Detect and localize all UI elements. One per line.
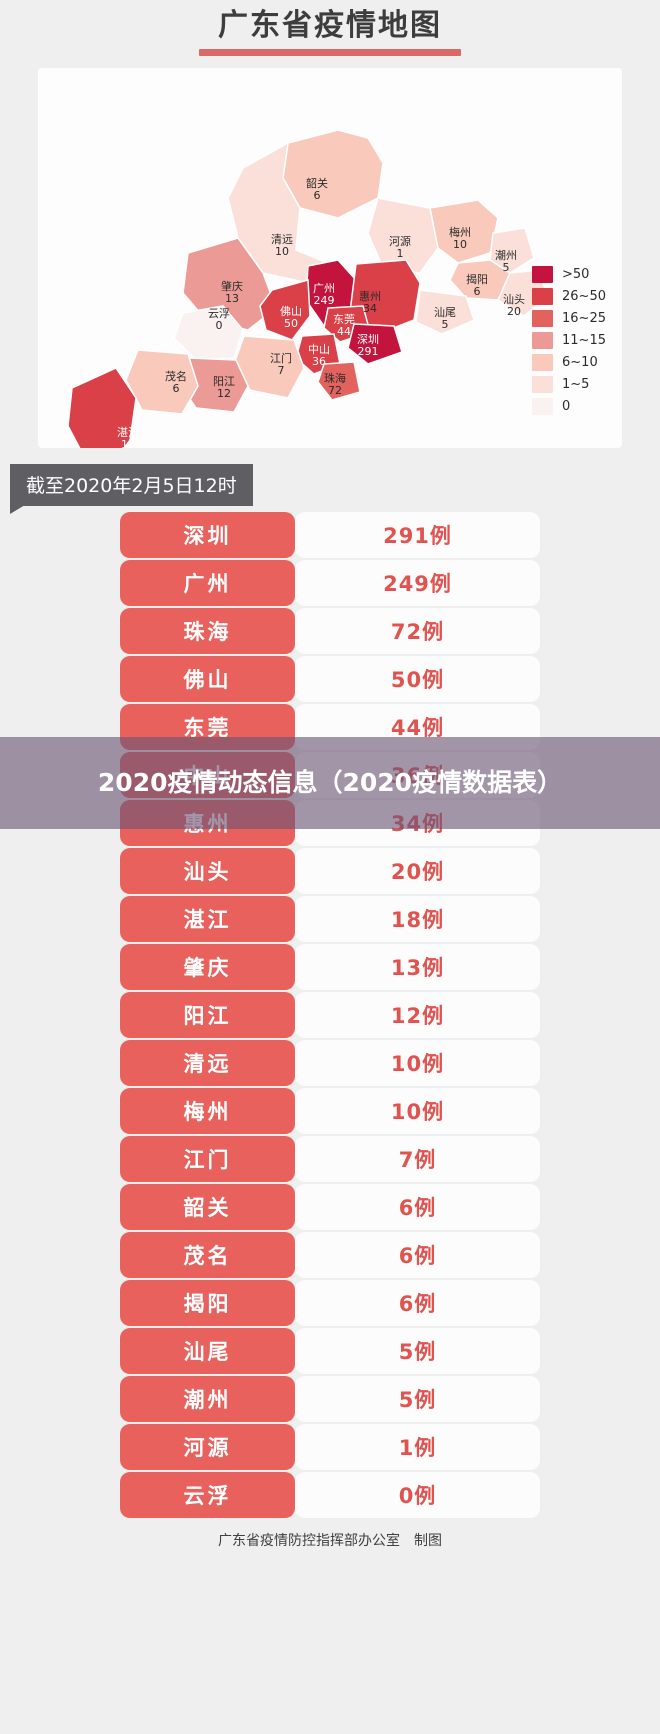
legend-label: 6~10 xyxy=(562,355,598,370)
table-row[interactable]: 广州 249例 xyxy=(120,559,540,606)
table-row[interactable]: 江门 7例 xyxy=(120,1135,540,1182)
guangdong-map-svg xyxy=(67,128,549,448)
table-cell-city: 汕尾 xyxy=(120,1327,295,1374)
region-zhanjiang xyxy=(67,366,137,448)
table-cell-city: 清远 xyxy=(120,1039,295,1086)
table-cell-cases: 5例 xyxy=(295,1375,540,1422)
region-maoming xyxy=(125,348,199,415)
table-cell-cases: 1例 xyxy=(295,1423,540,1470)
legend-label: >50 xyxy=(562,267,590,282)
table-row[interactable]: 汕头 20例 xyxy=(120,847,540,894)
legend-swatch xyxy=(532,266,554,283)
legend-label: 0 xyxy=(562,399,571,414)
table-cell-city: 深圳 xyxy=(120,511,295,558)
map-card: 韶关 6 清远 10 河源 1 梅州 10 潮州 5 肇庆 13 xyxy=(38,67,622,450)
table-cell-cases: 0例 xyxy=(295,1471,540,1518)
date-banner-tail xyxy=(10,501,30,514)
table-cell-city: 广州 xyxy=(120,559,295,606)
table-row[interactable]: 潮州 5例 xyxy=(120,1375,540,1422)
legend-row: >50 xyxy=(532,264,606,286)
table-cell-cases: 13例 xyxy=(295,943,540,990)
table-row[interactable]: 湛江 18例 xyxy=(120,895,540,942)
legend-row: 11~15 xyxy=(532,330,606,352)
legend-row: 16~25 xyxy=(532,308,606,330)
table-row[interactable]: 深圳 291例 xyxy=(120,511,540,558)
table-cell-cases: 7例 xyxy=(295,1135,540,1182)
table-row[interactable]: 韶关 6例 xyxy=(120,1183,540,1230)
region-yunfu xyxy=(173,304,244,361)
table-row[interactable]: 珠海 72例 xyxy=(120,607,540,654)
legend-swatch xyxy=(532,398,554,415)
legend-row: 26~50 xyxy=(532,286,606,308)
table-cell-city: 潮州 xyxy=(120,1375,295,1422)
table-cell-city: 江门 xyxy=(120,1135,295,1182)
table-cell-cases: 291例 xyxy=(295,511,540,558)
page-title-text: 广东省疫情地图 xyxy=(218,8,442,43)
table-cell-cases: 50例 xyxy=(295,655,540,702)
region-shenzhen xyxy=(347,322,403,365)
table-cell-cases: 12例 xyxy=(295,991,540,1038)
table-cell-cases: 10例 xyxy=(295,1039,540,1086)
table-cell-city: 云浮 xyxy=(120,1471,295,1518)
legend-row: 0 xyxy=(532,396,606,418)
map-legend: >50 26~50 16~25 11~15 6~10 1~5 xyxy=(532,264,606,418)
legend-row: 1~5 xyxy=(532,374,606,396)
legend-swatch xyxy=(532,376,554,393)
table-cell-city: 珠海 xyxy=(120,607,295,654)
legend-swatch xyxy=(532,354,554,371)
legend-swatch xyxy=(532,332,554,349)
legend-row: 6~10 xyxy=(532,352,606,374)
region-zhuhai xyxy=(317,360,361,401)
table-row[interactable]: 佛山 50例 xyxy=(120,655,540,702)
title-underline xyxy=(199,48,461,56)
table-cell-city: 韶关 xyxy=(120,1183,295,1230)
table-cell-cases: 18例 xyxy=(295,895,540,942)
region-meizhou xyxy=(429,198,499,264)
table-row[interactable]: 梅州 10例 xyxy=(120,1087,540,1134)
table-cell-cases: 5例 xyxy=(295,1327,540,1374)
table-row[interactable]: 阳江 12例 xyxy=(120,991,540,1038)
table-row[interactable]: 清远 10例 xyxy=(120,1039,540,1086)
table-cell-cases: 20例 xyxy=(295,847,540,894)
table-cell-cases: 6例 xyxy=(295,1231,540,1278)
date-banner-wrap: 截至2020年2月5日12时 xyxy=(0,463,660,514)
region-shanwei xyxy=(415,288,475,335)
table-cell-city: 肇庆 xyxy=(120,943,295,990)
table-cell-cases: 249例 xyxy=(295,559,540,606)
table-cell-city: 佛山 xyxy=(120,655,295,702)
table-cell-city: 湛江 xyxy=(120,895,295,942)
table-cell-city: 梅州 xyxy=(120,1087,295,1134)
date-banner: 截至2020年2月5日12时 xyxy=(10,463,253,506)
table-cell-cases: 10例 xyxy=(295,1087,540,1134)
region-zhaoqing xyxy=(182,236,277,331)
footer-credit: 广东省疫情防控指挥部办公室 制图 xyxy=(218,1532,442,1549)
overlay-banner-text: 2020疫情动态信息（2020疫情数据表） xyxy=(97,768,563,797)
table-row[interactable]: 河源 1例 xyxy=(120,1423,540,1470)
table-cell-cases: 6例 xyxy=(295,1183,540,1230)
table-cell-city: 茂名 xyxy=(120,1231,295,1278)
overlay-banner: 2020疫情动态信息（2020疫情数据表） xyxy=(0,737,660,829)
table-row[interactable]: 云浮 0例 xyxy=(120,1471,540,1518)
legend-swatch xyxy=(532,288,554,305)
table-row[interactable]: 揭阳 6例 xyxy=(120,1279,540,1326)
table-cell-city: 阳江 xyxy=(120,991,295,1038)
legend-label: 11~15 xyxy=(562,333,606,348)
legend-swatch xyxy=(532,310,554,327)
page-title: 广东省疫情地图 xyxy=(0,0,660,56)
table-cell-city: 汕头 xyxy=(120,847,295,894)
table-cell-city: 揭阳 xyxy=(120,1279,295,1326)
table-cell-city: 河源 xyxy=(120,1423,295,1470)
legend-label: 1~5 xyxy=(562,377,590,392)
legend-label: 26~50 xyxy=(562,289,606,304)
table-row[interactable]: 茂名 6例 xyxy=(120,1231,540,1278)
table-cell-cases: 6例 xyxy=(295,1279,540,1326)
table-row[interactable]: 汕尾 5例 xyxy=(120,1327,540,1374)
legend-label: 16~25 xyxy=(562,311,606,326)
table-row[interactable]: 肇庆 13例 xyxy=(120,943,540,990)
region-chaozhou xyxy=(489,226,535,274)
table-cell-cases: 72例 xyxy=(295,607,540,654)
